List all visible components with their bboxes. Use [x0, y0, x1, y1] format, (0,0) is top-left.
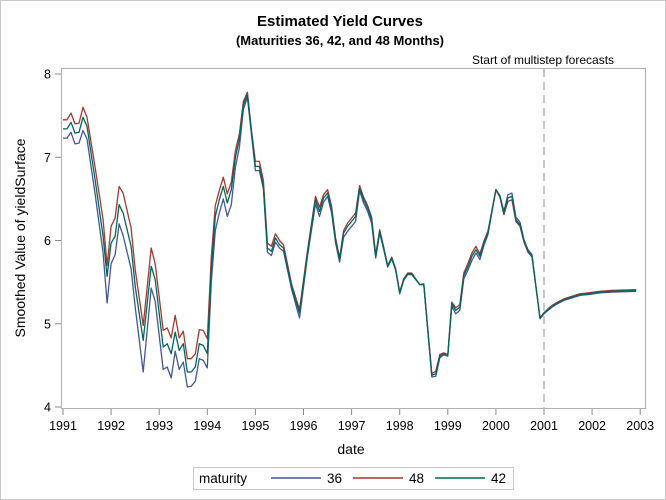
legend-label-48: 48	[409, 471, 424, 486]
y-tick-label: 4	[44, 401, 51, 415]
y-axis: 4 5 6 7 8	[44, 68, 61, 415]
legend: maturity 36 48 42	[193, 467, 514, 490]
chart-subtitle: (Maturities 36, 42, and 48 Months)	[236, 33, 444, 48]
y-tick-label: 5	[44, 317, 51, 331]
chart-title: Estimated Yield Curves	[257, 13, 423, 30]
x-tick-label: 2000	[482, 419, 510, 433]
x-tick-label: 1999	[434, 419, 462, 433]
x-tick-label: 2001	[530, 419, 558, 433]
y-tick-label: 8	[44, 68, 51, 82]
x-tick-label: 1997	[338, 419, 366, 433]
x-axis-label: date	[337, 441, 364, 457]
y-tick-label: 7	[44, 151, 51, 165]
x-tick-label: 1994	[193, 419, 221, 433]
x-axis: 1991 1992 1993 1994 1995 1996 1997 1998 1999 2000…	[49, 409, 654, 433]
series-line-42	[63, 94, 637, 377]
x-tick-label: 1995	[241, 419, 269, 433]
y-axis-label: Smoothed Value of yieldSurface	[12, 138, 28, 337]
plot-frame	[61, 68, 646, 409]
legend-label-42: 42	[491, 471, 506, 486]
y-tick-label: 6	[44, 234, 51, 248]
legend-label-36: 36	[327, 471, 342, 486]
series-lines	[63, 91, 637, 388]
x-tick-label: 1998	[386, 419, 414, 433]
x-tick-label: 2003	[626, 419, 654, 433]
x-tick-label: 1992	[97, 419, 125, 433]
forecast-annotation: Start of multistep forecasts	[472, 53, 614, 67]
x-tick-label: 1991	[49, 419, 77, 433]
x-tick-label: 1993	[145, 419, 173, 433]
x-tick-label: 1996	[290, 419, 318, 433]
x-tick-label: 2002	[578, 419, 606, 433]
legend-title: maturity	[199, 471, 247, 486]
